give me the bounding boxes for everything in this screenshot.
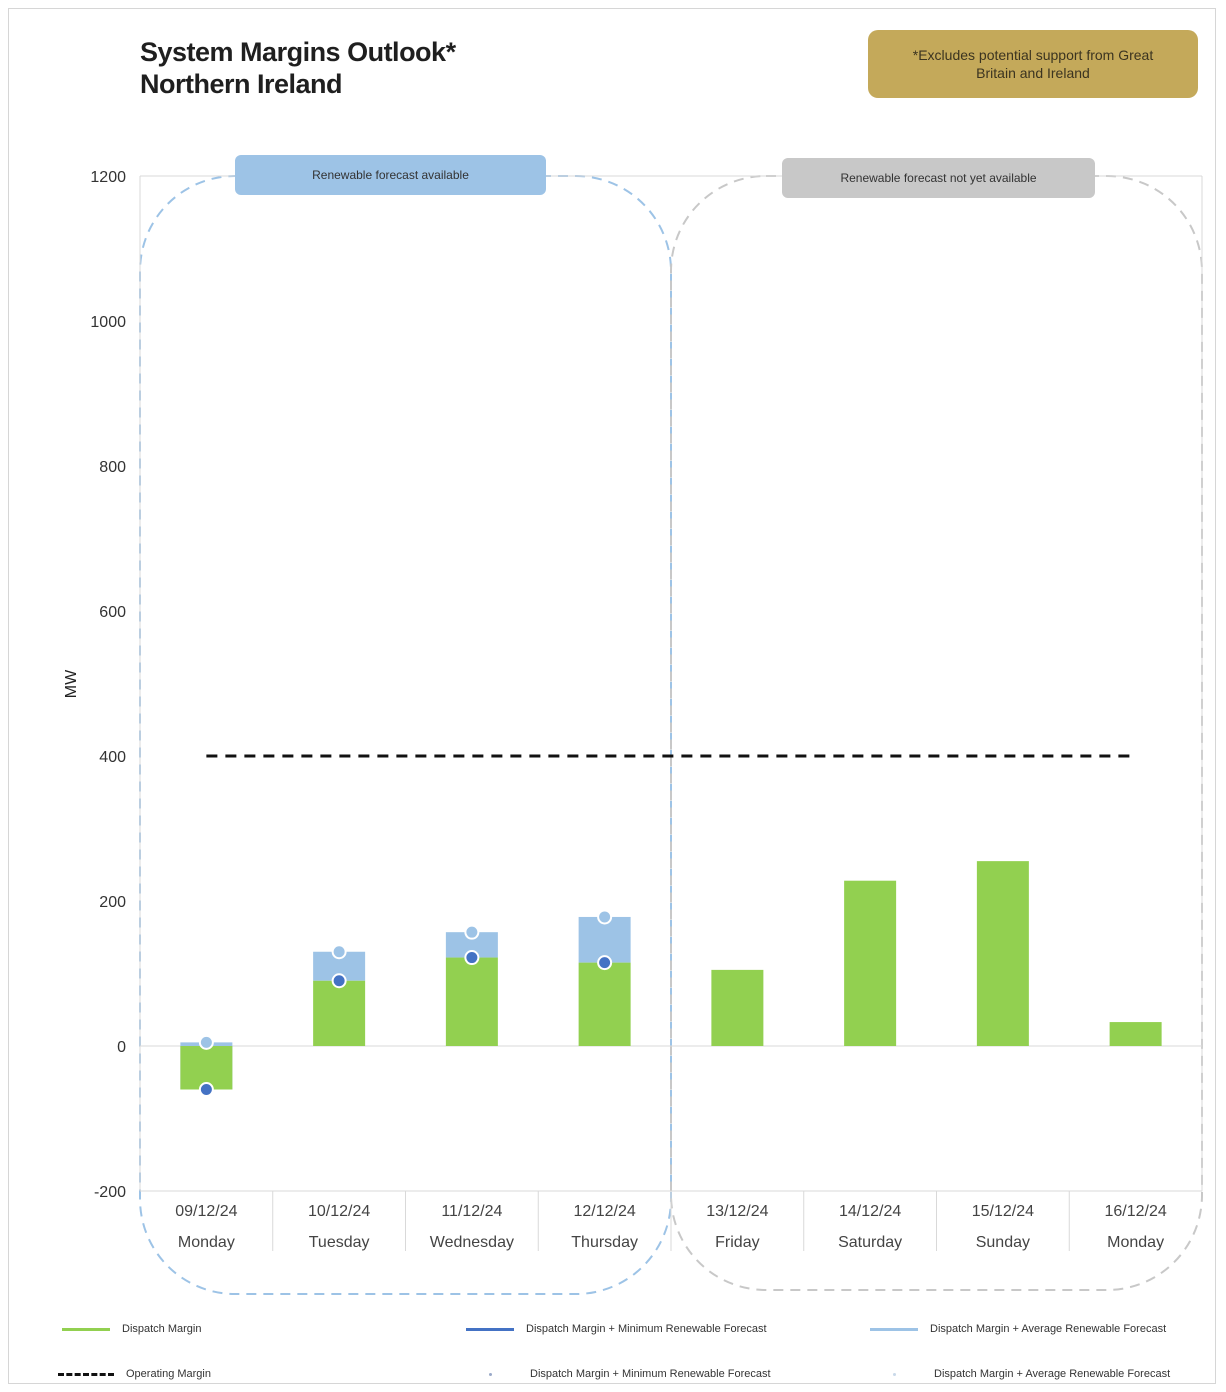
x-tick-day: Sunday	[976, 1234, 1030, 1251]
min-renewable-marker	[464, 950, 480, 966]
x-tick-day: Monday	[178, 1234, 235, 1251]
legend-min-line: Dispatch Margin + Minimum Renewable Fore…	[466, 1323, 767, 1335]
legend-dispatch-label: Dispatch Margin	[122, 1323, 202, 1335]
dispatch-margin-bar	[711, 969, 764, 1046]
y-tick-label: 1000	[90, 314, 126, 331]
avg-renewable-bar	[578, 916, 631, 963]
title-line-2: Northern Ireland	[140, 69, 343, 99]
chart-frame	[8, 8, 1216, 1384]
legend-operating-swatch	[58, 1372, 114, 1376]
legend-avg-marker-swatch	[866, 1369, 922, 1379]
legend-operating-label: Operating Margin	[126, 1368, 211, 1380]
dispatch-margin-bar	[976, 861, 1029, 1046]
legend-min-marker-label: Dispatch Margin + Minimum Renewable Fore…	[530, 1368, 771, 1380]
dispatch-margin-bar	[844, 880, 897, 1046]
exclusion-note: *Excludes potential support from Great B…	[868, 30, 1198, 98]
region-label-renewable-not-available-text: Renewable forecast not yet available	[840, 171, 1036, 185]
avg-renewable-marker	[597, 909, 613, 925]
title-line-1: System Margins Outlook*	[140, 37, 456, 67]
y-axis-label: MW	[63, 669, 80, 698]
avg-renewable-marker	[198, 1034, 214, 1050]
avg-renewable-marker	[331, 944, 347, 960]
y-tick-label: -200	[94, 1184, 126, 1201]
x-tick-date: 11/12/24	[441, 1203, 502, 1220]
region-label-renewable-not-available-box	[782, 158, 1095, 198]
min-renewable-marker	[331, 973, 347, 989]
x-tick-date: 15/12/24	[972, 1203, 1034, 1220]
legend-avg-marker: Dispatch Margin + Average Renewable Fore…	[866, 1368, 1170, 1380]
legend-dispatch-swatch	[62, 1327, 110, 1331]
x-tick-date: 16/12/24	[1104, 1203, 1166, 1220]
legend-avg-line-swatch	[870, 1327, 918, 1331]
y-tick-label: 0	[117, 1039, 126, 1056]
y-tick-label: 800	[99, 459, 126, 476]
y-tick-label: 1200	[90, 169, 126, 186]
min-renewable-marker	[597, 955, 613, 971]
legend-min-line-swatch	[466, 1327, 514, 1331]
chart-title: System Margins Outlook* Northern Ireland	[140, 36, 456, 100]
legend-dispatch: Dispatch Margin	[62, 1323, 201, 1335]
dispatch-margin-bar	[1109, 1022, 1162, 1046]
legend-avg-line: Dispatch Margin + Average Renewable Fore…	[870, 1323, 1166, 1335]
region-panel-renewable-available	[139, 175, 672, 1295]
legend-min-line-label: Dispatch Margin + Minimum Renewable Fore…	[526, 1323, 767, 1335]
dispatch-margin-bar	[313, 980, 366, 1046]
x-tick-date: 14/12/24	[839, 1203, 901, 1220]
legend-min-marker-swatch	[462, 1369, 518, 1379]
dispatch-margin-bar	[578, 962, 631, 1046]
y-tick-label: 400	[99, 749, 126, 766]
legend-avg-marker-label: Dispatch Margin + Average Renewable Fore…	[934, 1368, 1171, 1380]
min-renewable-marker	[198, 1082, 214, 1097]
x-tick-day: Saturday	[838, 1234, 902, 1251]
legend-min-marker: Dispatch Margin + Minimum Renewable Fore…	[462, 1368, 771, 1380]
dispatch-margin-bar	[445, 957, 498, 1046]
x-tick-day: Thursday	[571, 1234, 638, 1251]
x-tick-day: Wednesday	[430, 1234, 514, 1251]
legend-avg-line-label: Dispatch Margin + Average Renewable Fore…	[930, 1323, 1167, 1335]
region-panel-renewable-not-available	[670, 175, 1203, 1291]
y-tick-label: 200	[99, 894, 126, 911]
x-tick-day: Tuesday	[309, 1234, 370, 1251]
region-label-renewable-available-text: Renewable forecast available	[312, 168, 469, 182]
legend-operating: Operating Margin	[58, 1368, 211, 1380]
x-tick-date: 10/12/24	[308, 1203, 370, 1220]
avg-renewable-marker	[464, 924, 480, 940]
x-tick-date: 09/12/24	[175, 1203, 237, 1220]
region-label-renewable-available-box	[235, 155, 546, 195]
x-tick-day: Friday	[715, 1234, 759, 1251]
x-tick-date: 12/12/24	[573, 1203, 635, 1220]
x-tick-date: 13/12/24	[706, 1203, 768, 1220]
y-tick-label: 600	[99, 604, 126, 621]
x-tick-day: Monday	[1107, 1234, 1164, 1251]
